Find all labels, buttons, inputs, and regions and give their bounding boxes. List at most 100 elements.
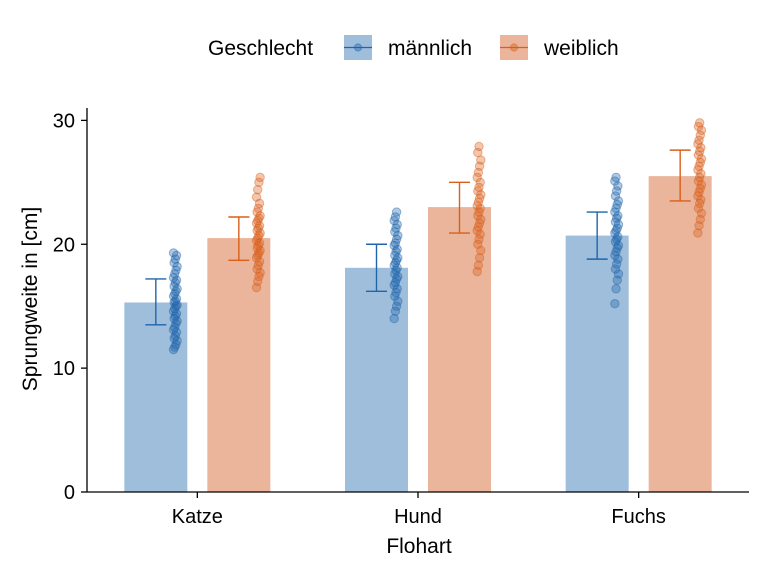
- data-point: [389, 260, 399, 271]
- data-point: [390, 227, 400, 237]
- data-point: [610, 299, 620, 309]
- legend-items: männlich weiblich: [344, 35, 619, 60]
- data-point: [168, 306, 179, 316]
- data-point: [391, 234, 402, 245]
- data-point: [171, 308, 182, 319]
- data-point: [170, 277, 181, 288]
- data-point: [476, 214, 486, 225]
- data-point: [253, 260, 264, 271]
- data-point: [474, 218, 485, 228]
- data-point: [171, 250, 182, 261]
- data-point: [389, 216, 399, 226]
- bars-layer: [124, 176, 712, 492]
- data-point: [696, 180, 707, 190]
- data-point: [253, 216, 263, 226]
- data-point: [612, 199, 622, 210]
- data-point: [610, 228, 620, 238]
- data-point: [390, 238, 401, 248]
- data-point: [172, 316, 182, 326]
- data-point: [695, 214, 705, 225]
- data-point: [392, 244, 402, 254]
- legend-item-weiblich: weiblich: [500, 35, 619, 60]
- data-point: [391, 255, 402, 266]
- data-point: [168, 344, 179, 355]
- data-point: [389, 313, 399, 324]
- data-point: [613, 219, 624, 230]
- data-point: [251, 218, 262, 228]
- data-point: [473, 211, 483, 221]
- data-point: [254, 256, 265, 267]
- data-point: [170, 322, 180, 332]
- data-point: [252, 264, 262, 274]
- x-tick-label: Fuchs: [611, 506, 665, 528]
- data-point: [696, 194, 706, 205]
- data-point: [255, 268, 265, 278]
- data-point: [694, 161, 704, 171]
- data-point: [254, 248, 264, 258]
- data-point: [171, 318, 181, 329]
- data-point: [170, 311, 181, 321]
- data-point: [610, 250, 620, 261]
- x-axis-title: Flohart: [386, 535, 452, 558]
- data-point: [169, 258, 179, 268]
- data-point: [694, 198, 705, 209]
- data-point: [693, 121, 704, 132]
- data-point: [472, 172, 482, 183]
- data-point: [696, 125, 707, 135]
- data-point: [172, 284, 182, 294]
- data-point: [253, 223, 264, 233]
- data-point: [169, 297, 179, 308]
- bar-weiblich-Hund: [428, 207, 491, 492]
- data-point: [613, 211, 623, 221]
- data-point: [391, 246, 401, 257]
- data-point: [172, 261, 182, 272]
- data-point: [168, 325, 179, 335]
- data-point: [171, 339, 181, 350]
- data-point: [475, 203, 485, 214]
- legend-label: männlich: [388, 37, 472, 60]
- data-point: [695, 183, 705, 194]
- data-point: [611, 259, 622, 269]
- data-point: [252, 207, 262, 217]
- data-point: [474, 234, 484, 245]
- data-point: [612, 275, 622, 285]
- legend-item-männlich: männlich: [344, 35, 472, 60]
- legend: Geschlecht männlich weiblich: [208, 35, 619, 60]
- data-point: [391, 223, 401, 233]
- data-point: [168, 273, 179, 283]
- legend-key-point: [509, 43, 519, 52]
- data-point: [474, 207, 484, 217]
- data-point: [472, 201, 482, 211]
- data-point: [474, 161, 485, 171]
- bar-männlich-Katze: [124, 302, 188, 492]
- x-axis: Katze Hund Fuchs: [87, 491, 749, 528]
- data-point: [473, 186, 483, 196]
- data-point: [390, 258, 401, 268]
- data-point: [476, 155, 486, 165]
- data-point: [611, 225, 621, 236]
- data-point: [254, 238, 265, 248]
- data-point: [171, 294, 182, 304]
- data-point: [613, 196, 624, 206]
- data-point: [472, 225, 482, 236]
- data-point: [251, 192, 262, 202]
- data-point: [168, 248, 179, 258]
- data-point: [393, 230, 403, 241]
- y-axis-title: Sprungweite in [cm]: [19, 207, 42, 391]
- data-point: [253, 250, 263, 261]
- data-point: [389, 280, 399, 290]
- data-point: [694, 187, 704, 197]
- data-point: [696, 142, 706, 153]
- data-point: [390, 277, 401, 288]
- data-point: [391, 265, 401, 275]
- data-point: [171, 327, 182, 337]
- errorbars-layer: [145, 149, 691, 326]
- data-point: [171, 265, 181, 275]
- data-point: [473, 222, 484, 232]
- data-point: [170, 303, 180, 314]
- data-point: [694, 146, 705, 157]
- data-point: [255, 245, 265, 256]
- data-point: [693, 191, 703, 201]
- data-point: [475, 177, 485, 188]
- data-point: [693, 165, 703, 175]
